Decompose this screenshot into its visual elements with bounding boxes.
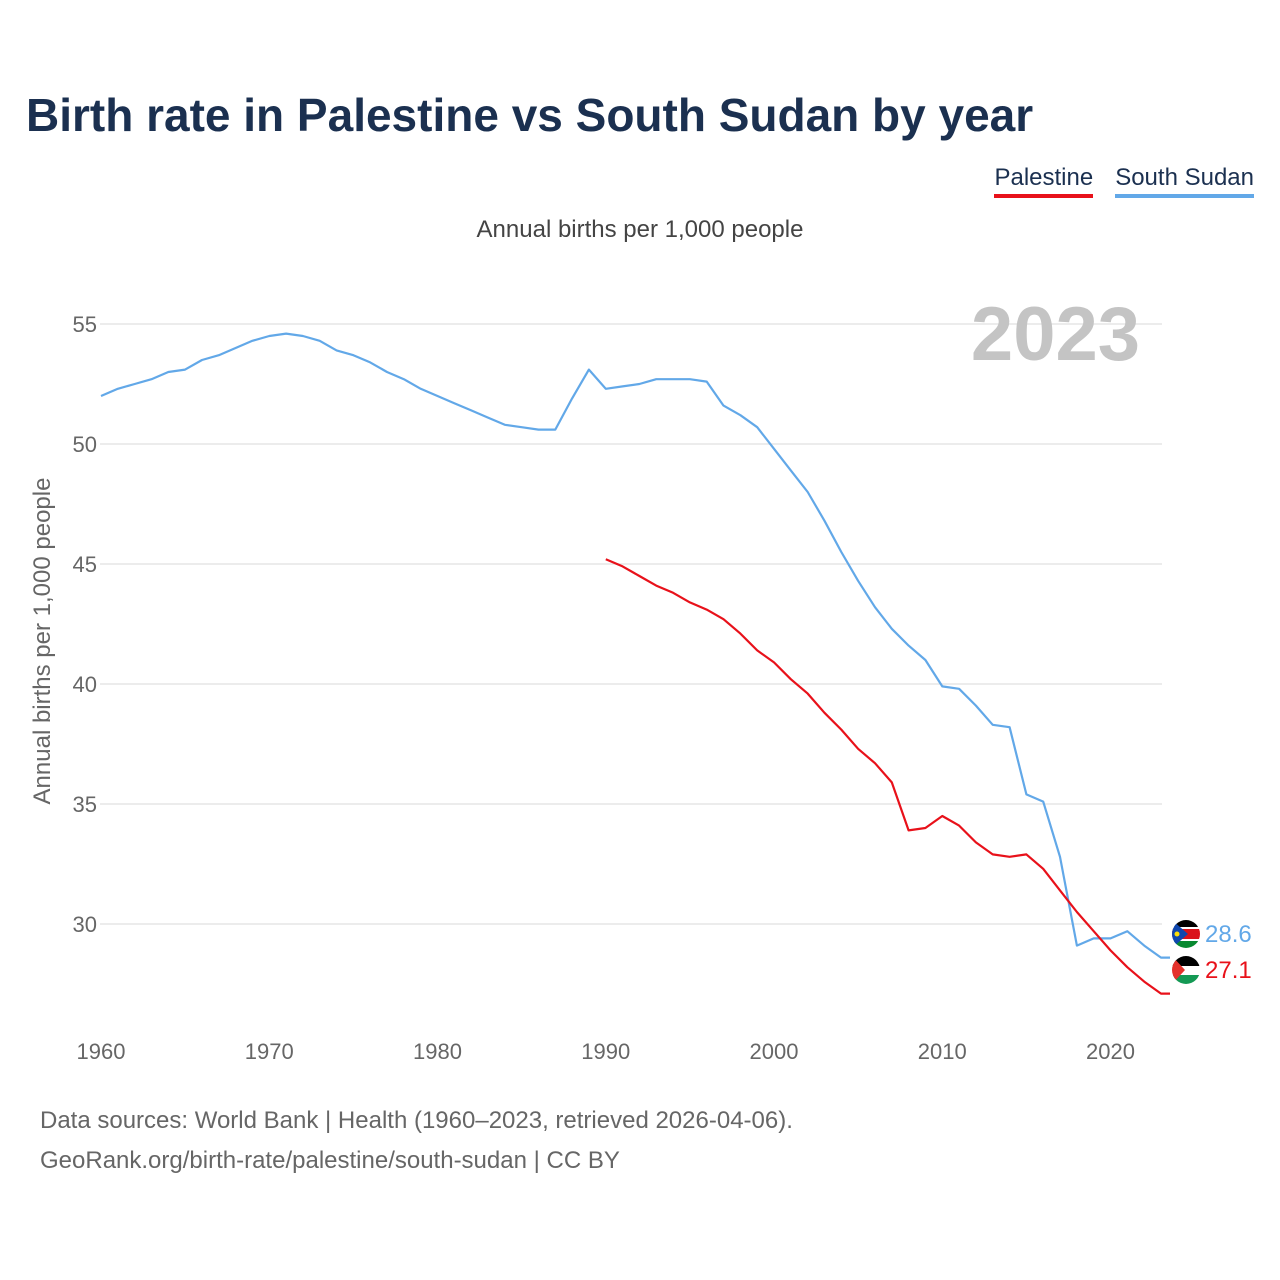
series-line-south-sudan	[100, 332, 1170, 959]
y-axis-label: Annual births per 1,000 people	[29, 478, 56, 805]
x-tick-label: 2020	[1086, 1039, 1135, 1064]
footer-link[interactable]: GeoRank.org/birth-rate/palestine/south-s…	[40, 1147, 620, 1174]
y-tick-label: 45	[73, 552, 97, 577]
end-label-palestine: 27.1	[1205, 957, 1252, 984]
x-tick-label: 1970	[245, 1039, 294, 1064]
x-tick-label: 2010	[918, 1039, 967, 1064]
flag-palestine-icon	[1172, 956, 1200, 984]
x-tick-label: 1960	[77, 1039, 126, 1064]
chart-subtitle: Annual births per 1,000 people	[476, 216, 804, 243]
x-tick-label: 1990	[581, 1039, 630, 1064]
legend-item-palestine[interactable]: Palestine	[994, 164, 1094, 198]
y-tick-label: 50	[73, 432, 97, 457]
series-lines	[100, 332, 1170, 995]
y-tick-label: 40	[73, 672, 97, 697]
y-axis: 30 35 40 45 50 55	[73, 312, 97, 937]
y-tick-label: 35	[73, 792, 97, 817]
x-axis: 1960 1970 1980 1990 2000 2010 2020	[77, 1039, 1135, 1064]
series-line-palestine	[605, 558, 1170, 995]
grid	[100, 323, 1162, 925]
page-title: Birth rate in Palestine vs South Sudan b…	[26, 89, 1034, 141]
y-tick-label: 30	[73, 912, 97, 937]
footer-sources: Data sources: World Bank | Health (1960–…	[40, 1107, 793, 1134]
legend-item-south-sudan[interactable]: South Sudan	[1115, 164, 1254, 198]
year-watermark: 2023	[971, 292, 1140, 377]
flag-south-sudan-icon	[1172, 920, 1200, 948]
legend: Palestine South Sudan	[994, 164, 1254, 198]
y-tick-label: 55	[73, 312, 97, 337]
end-label-south-sudan: 28.6	[1205, 921, 1252, 948]
x-tick-label: 2000	[750, 1039, 799, 1064]
x-tick-label: 1980	[413, 1039, 462, 1064]
